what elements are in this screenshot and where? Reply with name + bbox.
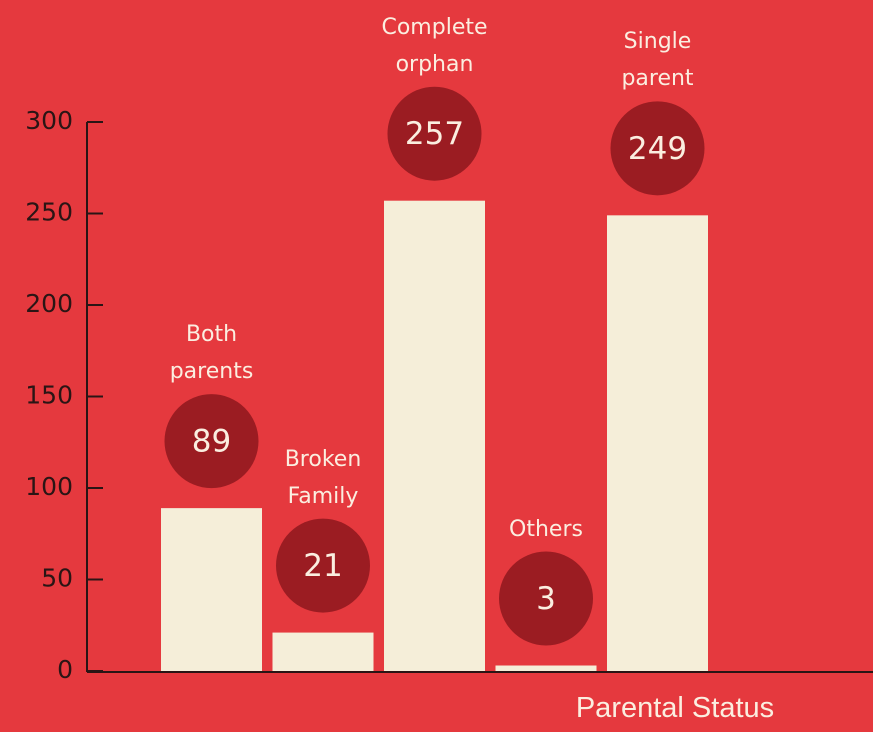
y-tick-label: 300 — [25, 106, 73, 135]
y-tick-label: 200 — [25, 289, 73, 318]
bar — [161, 508, 262, 671]
x-axis-label: Parental Status — [575, 692, 775, 724]
y-tick-label: 150 — [25, 381, 73, 410]
y-tick-label: 100 — [25, 472, 73, 501]
data-label: 249 — [628, 131, 687, 167]
bar — [495, 665, 597, 671]
data-label: 3 — [536, 581, 556, 617]
y-tick-label: 50 — [41, 564, 73, 593]
value-badge — [387, 86, 482, 181]
value-badge — [610, 101, 705, 196]
category-label: Single parent — [621, 29, 694, 92]
category-label: Both parents — [169, 322, 254, 385]
bar — [384, 200, 485, 671]
category-label: Others — [509, 516, 583, 542]
category-label: Broken Family — [284, 446, 362, 509]
data-label: 21 — [303, 548, 342, 584]
value-badge — [499, 551, 593, 646]
data-label: 257 — [405, 116, 464, 152]
bar — [272, 632, 374, 671]
bar — [607, 215, 708, 671]
y-tick-label: 0 — [57, 655, 73, 684]
value-badge — [164, 394, 259, 489]
category-label: Complete orphan — [381, 14, 488, 77]
data-label: 89 — [192, 424, 231, 460]
value-badge — [276, 518, 370, 613]
y-tick-label: 250 — [25, 198, 73, 227]
